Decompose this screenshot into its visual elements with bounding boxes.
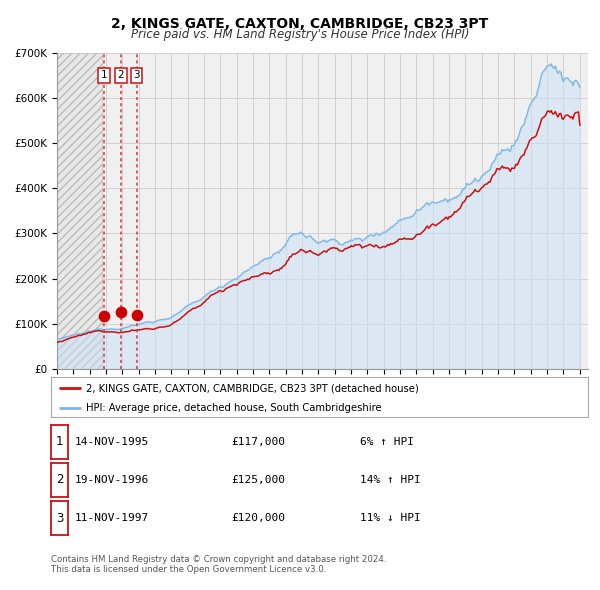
Text: £117,000: £117,000 (231, 437, 285, 447)
Text: HPI: Average price, detached house, South Cambridgeshire: HPI: Average price, detached house, Sout… (86, 404, 382, 414)
Text: 2, KINGS GATE, CAXTON, CAMBRIDGE, CB23 3PT (detached house): 2, KINGS GATE, CAXTON, CAMBRIDGE, CB23 3… (86, 384, 419, 394)
Text: 2: 2 (56, 473, 63, 486)
Text: 14% ↑ HPI: 14% ↑ HPI (360, 475, 421, 484)
Text: 1: 1 (101, 70, 107, 80)
Point (116, 307, 125, 317)
Text: £125,000: £125,000 (231, 475, 285, 484)
Text: £120,000: £120,000 (231, 513, 285, 523)
Point (132, 310, 142, 319)
Text: 1: 1 (56, 435, 63, 448)
Text: Price paid vs. HM Land Registry's House Price Index (HPI): Price paid vs. HM Land Registry's House … (131, 28, 469, 41)
Text: 11-NOV-1997: 11-NOV-1997 (75, 513, 149, 523)
Point (99, 312, 109, 321)
Text: 19-NOV-1996: 19-NOV-1996 (75, 475, 149, 484)
Text: 2, KINGS GATE, CAXTON, CAMBRIDGE, CB23 3PT: 2, KINGS GATE, CAXTON, CAMBRIDGE, CB23 3… (112, 17, 488, 31)
Text: 3: 3 (133, 70, 140, 80)
Text: Contains HM Land Registry data © Crown copyright and database right 2024.
This d: Contains HM Land Registry data © Crown c… (51, 555, 386, 574)
Text: 11% ↓ HPI: 11% ↓ HPI (360, 513, 421, 523)
Text: 14-NOV-1995: 14-NOV-1995 (75, 437, 149, 447)
Text: 2: 2 (117, 70, 124, 80)
Text: 3: 3 (56, 512, 63, 525)
Text: 6% ↑ HPI: 6% ↑ HPI (360, 437, 414, 447)
